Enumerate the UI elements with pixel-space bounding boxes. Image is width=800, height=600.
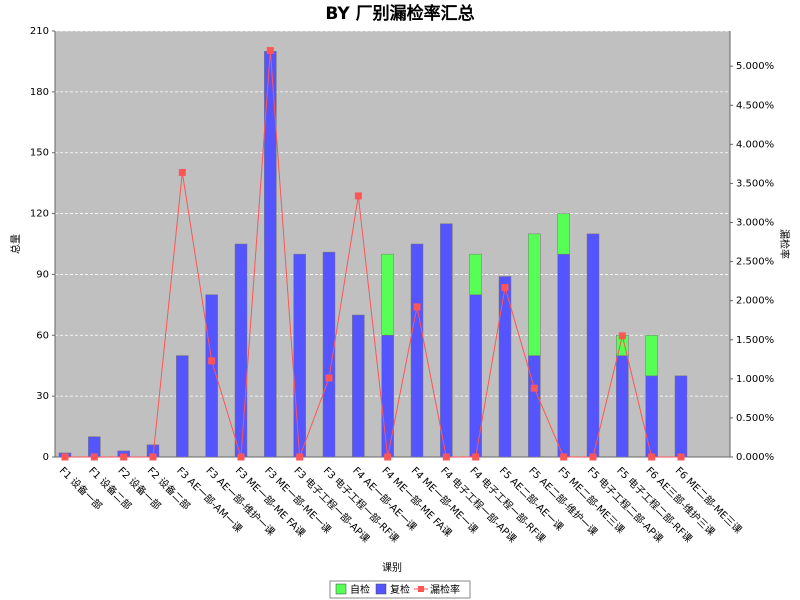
rate-line [65,50,681,458]
legend-label: 漏检率 [430,583,460,596]
y2-tick-label: 3.500% [736,178,774,189]
bar-segment [645,335,658,377]
chart-title: BY 厂别漏检率汇总 [325,3,474,24]
bar-segment [381,253,394,336]
bar-segment [352,314,365,458]
bar-segment [498,276,512,458]
legend-swatch [335,583,347,595]
rate-marker [384,453,392,461]
rate-marker [325,374,333,382]
rate-marker [149,453,157,461]
y-tick-label: 120 [30,209,49,220]
rate-marker [648,453,656,461]
legend-label: 自检 [350,583,370,596]
bar-segment [322,251,336,458]
rate-marker [472,453,480,461]
legend-box [329,580,471,599]
rate-marker [237,453,245,461]
bar-segment [674,375,688,458]
legend-label: 复检 [390,583,410,596]
bar-segment [293,253,306,458]
rate-marker [354,192,362,200]
rate-marker [589,453,597,461]
y-tick-label: 90 [36,269,49,280]
rate-marker [296,453,304,461]
bar-segment [205,294,218,458]
y2-tick-label: 1.000% [736,374,774,385]
y2-tick-label: 1.500% [736,335,774,346]
y2-tick-label: 3.000% [736,218,774,229]
y2-tick-label: 2.500% [736,257,774,268]
bar-segment [557,253,570,458]
rate-marker [90,453,98,461]
rate-marker [61,453,69,461]
legend-swatch [418,586,424,592]
y2-tick-label: 0.000% [736,452,774,463]
rate-marker [178,168,186,176]
bar-segment [528,355,541,458]
y2-tick-label: 0.500% [736,413,774,424]
y2-tick-label: 2.000% [736,296,774,307]
rate-marker [442,453,450,461]
x-axis-label: 课别 [382,562,402,574]
rate-marker [530,384,538,392]
bar-segment [410,243,424,458]
y2-tick-label: 5.000% [736,61,774,72]
y-tick-label: 30 [36,391,49,402]
rate-marker [413,303,421,311]
rate-marker [208,357,216,365]
y-axis-label: 总量 [9,234,22,254]
legend-swatch [375,583,387,595]
rate-marker [501,283,509,291]
y2-tick-label: 4.000% [736,139,774,150]
y2-axis-label: 漏检率 [778,229,791,259]
bar-segment [645,375,658,458]
bar-segment [528,233,541,356]
bar-segment [586,233,600,458]
y2-tick-label: 4.500% [736,100,774,111]
bar-segment [557,213,570,255]
bar-segment [176,355,189,458]
bar-segment [616,355,629,458]
rate-marker [120,453,128,461]
y-tick-label: 60 [36,330,49,341]
y-tick-label: 150 [30,148,49,159]
bar-segment [234,243,248,458]
rate-marker [560,453,568,461]
rate-marker [677,453,685,461]
y-tick-label: 180 [30,87,49,98]
y-tick-label: 0 [43,452,49,463]
bar-segment [381,335,394,458]
rate-marker [266,47,274,55]
rate-marker [618,332,626,340]
bar-segment [440,223,453,458]
y-tick-label: 210 [30,26,49,37]
bar-segment [469,253,482,295]
